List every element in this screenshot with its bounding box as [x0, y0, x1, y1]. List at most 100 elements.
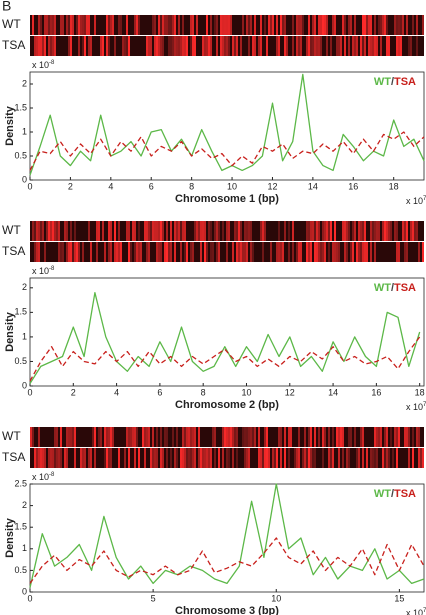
heatmap-stripe	[150, 36, 152, 56]
x-tick-label: 6	[157, 387, 162, 397]
heatmap-stripe	[64, 448, 66, 468]
x-tick-label: 18	[389, 181, 399, 191]
legend-entry: TSA	[394, 282, 416, 294]
data-line	[29, 336, 421, 382]
data-line	[29, 73, 425, 176]
heatmap-stripe	[162, 448, 164, 468]
heatmap-stripe	[50, 36, 52, 56]
heatmap-stripe	[296, 448, 298, 468]
heatmap-stripe	[246, 427, 248, 447]
heatmap-stripe	[348, 15, 350, 35]
heatmap-stripe	[88, 221, 90, 241]
heatmap-stripe	[182, 448, 184, 468]
heatmap-stripe	[374, 448, 376, 468]
heatmap-stripe	[272, 15, 274, 35]
heatmap-stripe	[324, 15, 326, 35]
x-axis-label: Chromosome 2 (bp)	[175, 399, 279, 411]
heatmap-stripe	[250, 15, 252, 35]
heatmap-stripe	[50, 221, 52, 241]
heatmap-stripe	[308, 15, 310, 35]
heatmap-stripe	[298, 15, 300, 35]
heatmap-stripe	[362, 15, 364, 35]
heatmap-stripe	[250, 427, 252, 447]
heatmap-stripe	[300, 36, 302, 56]
heatmap-stripe	[152, 15, 154, 35]
heatmap-stripe	[378, 427, 380, 447]
heatmap-stripe	[364, 15, 366, 35]
heatmap-stripe	[190, 36, 192, 56]
heatmap-stripe	[278, 221, 280, 241]
x-scale-exponent: 7	[423, 402, 426, 408]
y-tick-label: 2	[22, 282, 27, 292]
legend-entry: TSA	[394, 488, 416, 500]
heatmap-stripe	[346, 448, 348, 468]
heatmap-stripe	[236, 242, 238, 262]
heatmap-stripe	[320, 242, 322, 262]
heatmap-stripe	[54, 36, 56, 56]
heatmap-stripe	[306, 242, 308, 262]
heatmap-stripe	[402, 15, 404, 35]
heatmap-stripe	[48, 15, 50, 35]
heatmap-stripe	[280, 242, 282, 262]
heatmap-stripe	[102, 36, 104, 56]
heatmap-stripe	[158, 36, 160, 56]
heatmap-stripe	[254, 15, 256, 35]
x-tick-label: 15	[394, 593, 404, 603]
heatmap-stripe	[54, 448, 56, 468]
heatmap-stripe	[34, 221, 36, 241]
heatmap-stripe	[336, 427, 338, 447]
heatmap-stripe	[100, 427, 102, 447]
heatmap-stripe	[184, 36, 186, 56]
heatmap-stripe	[170, 242, 172, 262]
heatmap-stripe	[284, 15, 286, 35]
heatmap-stripe	[368, 36, 370, 56]
heatmap-stripe	[66, 242, 68, 262]
heatmap-stripe	[46, 15, 48, 35]
heatmap-stripe	[180, 448, 182, 468]
heatmap-stripe	[412, 221, 414, 241]
heatmap-stripe	[322, 221, 324, 241]
heatmap-stripe	[244, 221, 246, 241]
heatmap-stripe	[386, 221, 388, 241]
heatmap-stripe	[38, 427, 40, 447]
heatmap-stripe	[190, 448, 192, 468]
heatmap-stripe	[170, 36, 172, 56]
heatmap-stripe	[298, 242, 300, 262]
x-scale-label: x 107	[406, 402, 426, 413]
heatmap-stripe	[282, 15, 284, 35]
heatmap-stripe	[242, 15, 244, 35]
heatmap-stripe	[234, 36, 236, 56]
heatmap-stripe	[82, 36, 84, 56]
heatmap-stripe	[144, 427, 146, 447]
heatmap-stripe	[366, 242, 368, 262]
heatmap-stripe	[290, 427, 292, 447]
heatmap-stripe	[56, 427, 58, 447]
heatmap-stripe	[262, 448, 264, 468]
heatmap-row-label: WT	[2, 429, 21, 443]
x-tick-label: 5	[151, 593, 156, 603]
heatmap-stripe	[234, 427, 236, 447]
heatmap-stripe	[188, 427, 190, 447]
heatmap-stripe	[216, 242, 218, 262]
heatmap-stripe	[194, 427, 196, 447]
heatmap-stripe	[260, 448, 262, 468]
heatmap-stripe	[30, 427, 32, 447]
heatmap-stripe	[312, 36, 314, 56]
heatmap-stripe	[114, 221, 116, 241]
heatmap-stripe	[408, 448, 410, 468]
heatmap-stripe	[44, 36, 46, 56]
heatmap-stripe	[82, 15, 84, 35]
heatmap-stripe	[174, 36, 176, 56]
heatmap-stripe	[62, 15, 64, 35]
heatmap-stripe	[222, 36, 224, 56]
heatmap-stripe	[46, 221, 48, 241]
heatmap-stripe	[230, 427, 232, 447]
heatmap-stripe	[208, 36, 210, 56]
heatmap-stripe	[314, 448, 316, 468]
heatmap-stripe	[236, 221, 238, 241]
heatmap-stripe	[94, 427, 96, 447]
heatmap-stripe	[214, 221, 216, 241]
heatmap-stripe	[152, 221, 154, 241]
heatmap-stripe	[70, 427, 72, 447]
heatmap-stripe	[314, 242, 316, 262]
